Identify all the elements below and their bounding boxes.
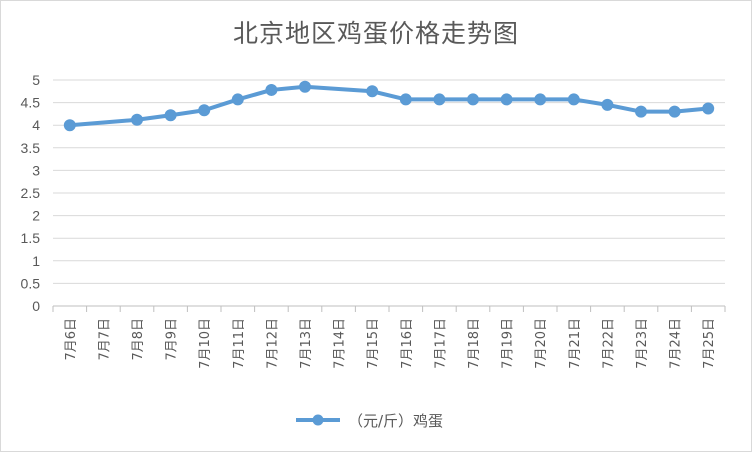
y-tick-label: 5: [32, 72, 40, 88]
x-tick-label: 7月13日: [299, 318, 314, 369]
x-tick-label: 7月7日: [97, 318, 112, 361]
x-tick-label: 7月22日: [601, 318, 616, 369]
y-axis-ticks: 0 0.5 1 1.5 2 2.5 3 3.5 4 4.5 5: [21, 72, 41, 314]
x-tick-label: 7月21日: [568, 318, 583, 369]
chart-title: 北京地区鸡蛋价格走势图: [232, 19, 519, 48]
y-tick-label: 1.5: [21, 230, 41, 246]
data-point: [164, 109, 177, 122]
x-tick-label: 7月25日: [702, 318, 717, 369]
data-point: [399, 93, 412, 106]
y-tick-label: 0: [32, 298, 40, 314]
y-tick-label: 2.5: [21, 185, 41, 201]
legend: （元/斤）鸡蛋: [296, 412, 443, 430]
y-tick-label: 4: [32, 117, 40, 133]
data-point: [231, 93, 244, 106]
x-tick-label: 7月12日: [265, 318, 280, 369]
y-tick-label: 3.5: [21, 140, 41, 156]
data-point: [668, 105, 681, 118]
y-tick-label: 1: [32, 253, 40, 269]
x-tick-label: 7月16日: [400, 318, 415, 369]
data-point: [500, 93, 513, 106]
data-point: [299, 80, 311, 93]
x-tick-label: 7月11日: [232, 318, 247, 369]
x-tick-label: 7月20日: [534, 318, 549, 369]
data-point: [534, 93, 547, 106]
series-layer: [63, 80, 715, 132]
data-point: [265, 83, 278, 96]
data-point: [467, 93, 479, 106]
y-tick-label: 0.5: [21, 275, 41, 291]
legend-label: （元/斤）鸡蛋: [348, 412, 443, 430]
legend-marker: [312, 414, 324, 426]
data-point: [702, 102, 715, 115]
x-tick-label: 7月24日: [669, 318, 684, 369]
x-tick-label: 7月15日: [366, 318, 381, 369]
data-point: [198, 104, 211, 117]
x-tick-label: 7月14日: [333, 318, 348, 369]
data-point: [601, 98, 614, 111]
y-tick-label: 2: [32, 208, 40, 224]
x-tick-label: 7月6日: [64, 318, 79, 361]
x-tick-label: 7月19日: [501, 318, 516, 369]
y-tick-label: 3: [32, 162, 40, 178]
x-tick-label: 7月23日: [635, 318, 650, 369]
x-tick-label: 7月18日: [467, 318, 482, 369]
x-axis: 7月6日 7月7日 7月8日 7月9日 7月10日 7月11日 7月12日 7月13日 7月14…: [52, 306, 726, 369]
x-tick-label: 7月9日: [165, 318, 180, 361]
x-tick-label: 7月17日: [433, 318, 448, 369]
data-point: [567, 93, 580, 106]
data-point: [635, 105, 647, 118]
data-point: [366, 85, 379, 98]
gridlines: [53, 79, 725, 307]
data-point: [63, 119, 76, 132]
y-tick-label: 4.5: [21, 95, 41, 111]
x-tick-label: 7月10日: [198, 318, 213, 369]
data-point: [433, 93, 446, 106]
data-point: [131, 113, 143, 126]
x-tick-label: 7月8日: [131, 318, 146, 361]
